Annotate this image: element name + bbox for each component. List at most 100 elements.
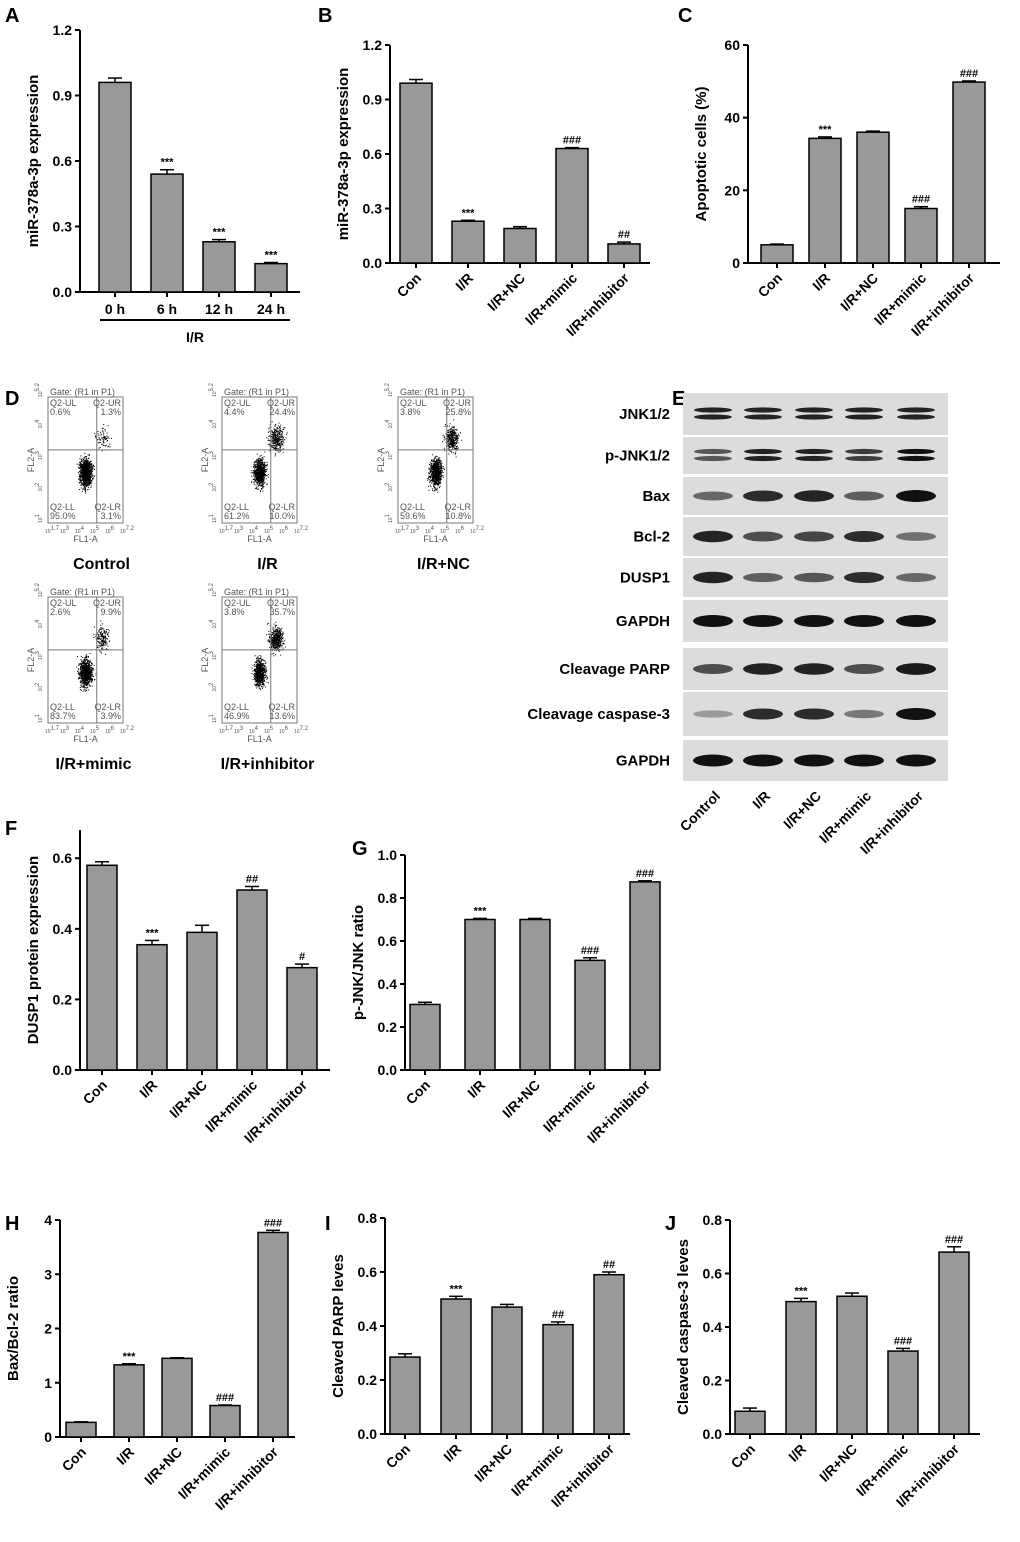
event-dot [453,427,455,429]
event-dot [93,475,95,477]
y-tick-label: 101 [35,513,44,523]
event-dot [263,472,265,474]
event-dot [105,437,107,439]
event-dot [85,680,87,682]
event-dot [435,470,437,472]
event-dot [85,459,87,461]
event-dot [436,466,438,468]
event-dot [277,425,279,427]
event-dot [271,430,273,432]
event-dot [86,658,88,660]
event-dot [259,459,261,461]
event-dot [91,473,93,475]
event-dot [102,633,104,635]
y-tick-label: 101 [385,513,394,523]
event-dot [87,659,89,661]
event-dot [435,463,437,465]
y-tick-label: 0.4 [53,921,73,937]
event-dot [451,437,453,439]
event-dot [450,428,452,430]
event-dot [258,476,260,478]
y-axis-label: FL2-A [376,448,386,473]
event-dot [256,475,258,477]
y-tick-label: 102 [385,482,394,492]
event-dot [100,643,102,645]
event-dot [273,428,275,430]
event-dot [454,440,456,442]
panel-letter: D [5,388,19,410]
event-dot [92,674,94,676]
tick-base: 10 [470,529,476,535]
event-dot [98,442,100,444]
chart-G: 0.00.20.40.60.81.0p-JNK/JNK ratioCon***I… [350,847,661,1146]
event-dot [81,665,83,667]
event-dot [265,469,267,471]
x-tick-label: I/R [440,1441,464,1465]
event-dot [263,471,265,473]
event-dot [90,681,92,683]
event-dot [98,436,100,438]
plot-frame [397,396,474,524]
event-dot [282,431,284,433]
event-dot [84,471,86,473]
event-dot [84,467,86,469]
event-dot [259,480,261,482]
event-dot [437,487,439,489]
event-dot [454,430,456,432]
event-dot [253,465,255,467]
event-dot [428,467,430,469]
event-dot [87,682,89,684]
event-dot [260,472,262,474]
event-dot [450,443,452,445]
x-tick-label: Con [728,1441,759,1472]
event-dot [273,434,275,436]
tick-exponent: 5 [446,526,450,532]
event-dot [98,630,100,632]
event-dot [81,468,83,470]
event-dot [79,462,81,464]
event-dot [81,470,83,472]
tick-exponent: 4 [81,726,85,732]
event-dot [275,436,277,438]
event-dot [82,481,84,483]
event-dot [434,476,436,478]
event-dot [101,635,103,637]
event-dot [455,446,457,448]
event-dot [429,476,431,478]
event-dot [84,664,86,666]
event-dot [435,463,437,465]
event-dot [88,668,90,670]
event-dot [85,467,87,469]
event-dot [259,475,261,477]
event-dot [447,443,449,445]
event-dot [257,463,259,465]
event-dot [89,483,91,485]
event-dot [82,674,84,676]
event-dot [266,462,268,464]
event-dot [260,474,262,476]
event-dot [92,467,94,469]
event-dot [81,476,83,478]
event-dot [433,475,435,477]
event-dot [80,676,82,678]
quadrant-ul-value: 3.8% [400,407,421,417]
event-dot [256,472,258,474]
event-dot [107,446,109,448]
event-dot [87,477,89,479]
event-dot [455,428,457,430]
event-dot [105,635,107,637]
event-dot [263,474,265,476]
x-axis-label: FL1-A [73,534,98,544]
event-dot [87,669,89,671]
y-tick-label: 0.2 [703,1373,723,1389]
event-dot [267,443,269,445]
quadrant-ul-value: 4.4% [224,407,245,417]
event-dot [264,466,266,468]
event-dot [101,638,103,640]
event-dot [91,664,93,666]
event-dot [430,486,432,488]
event-dot [84,484,86,486]
event-dot [86,477,88,479]
event-dot [436,458,438,460]
event-dot [87,675,89,677]
